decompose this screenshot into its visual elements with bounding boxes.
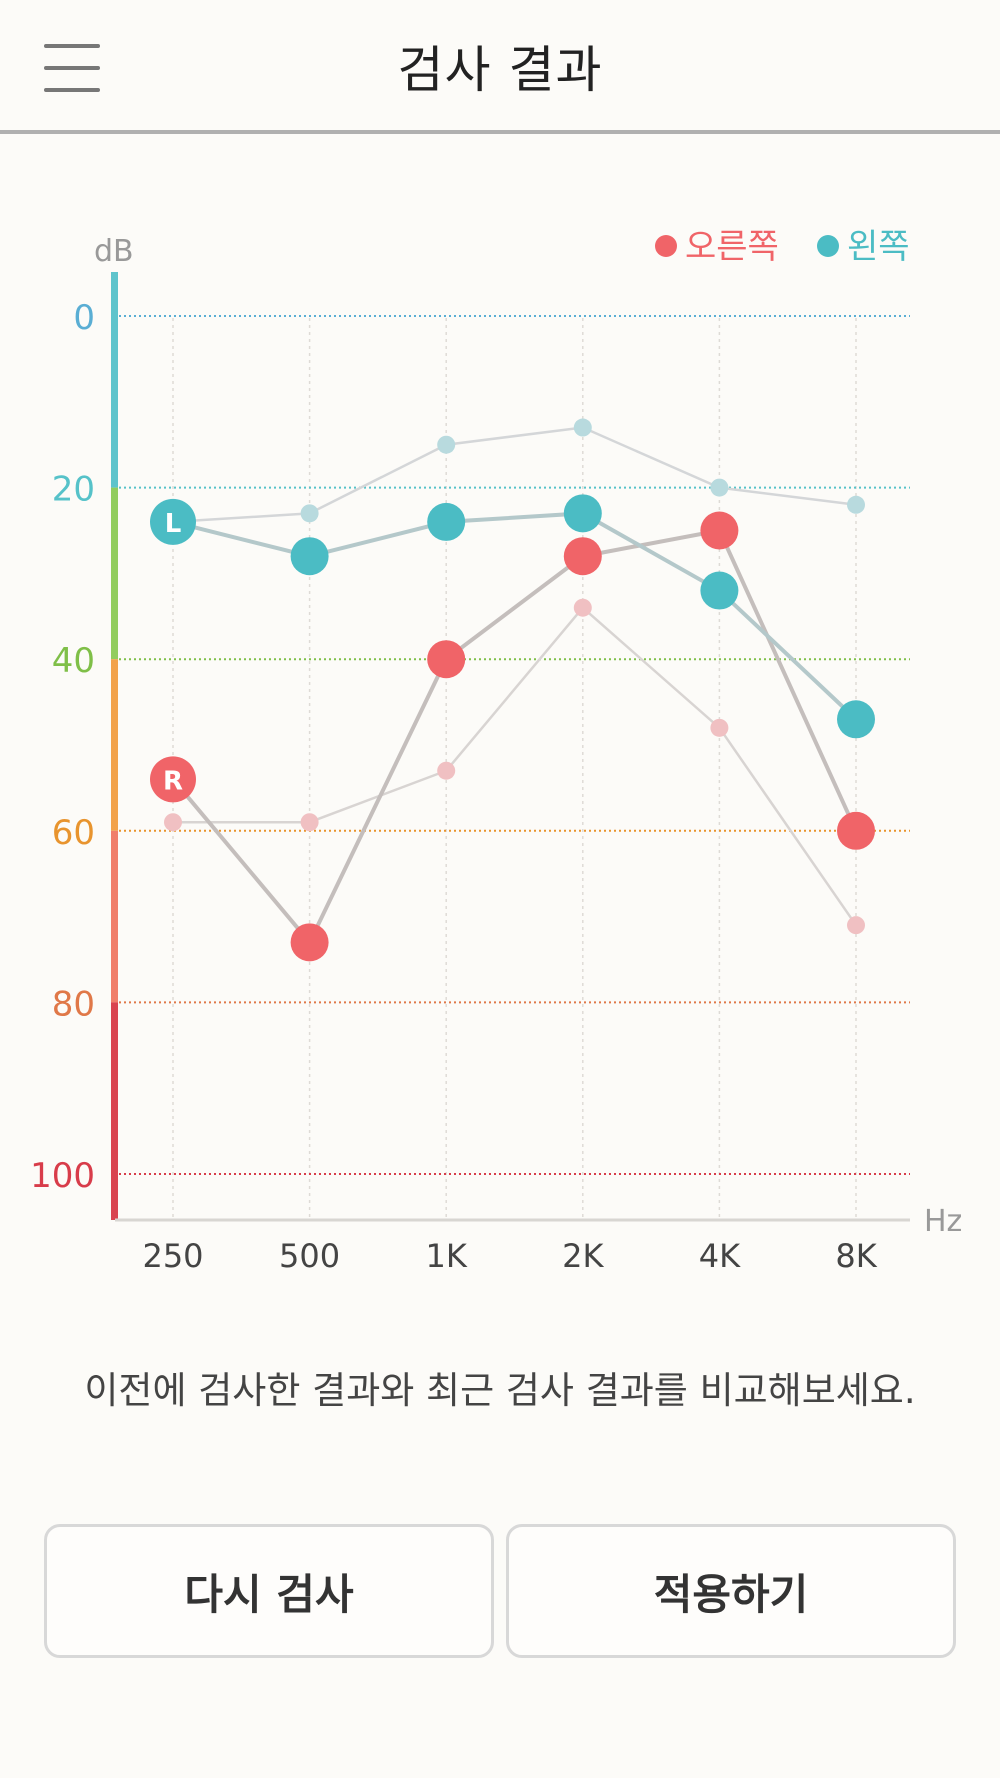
- comparison-caption: 이전에 검사한 결과와 최근 검사 결과를 비교해보세요.: [84, 1369, 916, 1412]
- y-tick-label: 100: [30, 1156, 95, 1196]
- x-tick-label: 2K: [562, 1237, 604, 1275]
- x-tick-label: 1K: [426, 1237, 468, 1275]
- data-point-left-recent: [837, 700, 875, 739]
- series-line-right-recent: [171, 528, 858, 946]
- app-header: 검사 결과: [0, 0, 1000, 134]
- data-point-right-previous: [847, 916, 865, 935]
- legend-marker: [655, 235, 677, 257]
- data-point-left-previous: [573, 418, 592, 437]
- y-tick-label: 0: [73, 298, 95, 338]
- data-point-right-previous: [164, 813, 182, 832]
- y-tick-label: 40: [52, 641, 95, 681]
- data-point-right-recent: [290, 923, 329, 962]
- x-tick-label: 4K: [699, 1237, 741, 1275]
- y-tick-label: 60: [52, 813, 95, 853]
- legend-label: 왼쪽: [847, 227, 910, 267]
- y-scale-bar-segment: [111, 272, 118, 488]
- y-tick-label: 20: [52, 470, 95, 510]
- y-scale-bar-segment: [111, 487, 118, 660]
- data-point-left-recent: [150, 498, 196, 545]
- marker-label-left: L: [165, 509, 182, 539]
- page-title: 검사 결과: [397, 41, 603, 99]
- x-axis-label: Hz: [924, 1204, 962, 1239]
- y-tick-label: 80: [52, 984, 95, 1024]
- data-point-left-previous: [300, 504, 319, 523]
- retest-button[interactable]: 다시 검사: [44, 1524, 494, 1658]
- series-line-left-recent: [172, 511, 858, 721]
- data-point-right-previous: [300, 813, 319, 832]
- data-point-right-recent: [150, 756, 196, 803]
- y-axis-label: dB: [94, 234, 134, 269]
- x-tick-label: 8K: [835, 1237, 877, 1275]
- x-tick-label: 250: [142, 1237, 203, 1275]
- data-point-left-recent: [700, 571, 739, 610]
- data-point-left-previous: [437, 435, 456, 454]
- marker-label-right: R: [163, 766, 183, 796]
- y-scale-bar-segment: [111, 1002, 118, 1220]
- data-point-left-recent: [290, 537, 329, 576]
- series-line-right-previous: [173, 605, 858, 926]
- y-scale-bar-segment: [111, 659, 118, 831]
- data-point-right-previous: [437, 761, 456, 780]
- y-scale-bar-segment: [111, 830, 118, 1003]
- data-point-left-recent: [563, 494, 602, 533]
- hamburger-menu-icon[interactable]: [44, 44, 100, 92]
- apply-button[interactable]: 적용하기: [506, 1524, 956, 1658]
- data-point-left-recent: [427, 502, 466, 541]
- data-point-left-previous: [847, 495, 865, 514]
- data-point-right-recent: [563, 537, 602, 576]
- data-point-right-recent: [700, 511, 739, 550]
- series-line-left-previous: [172, 426, 857, 524]
- audiogram-chart: 0 20 40 60 80 100 dB Hz 250 500 1K 2K 4K 8K 오른쪽 왼쪽 R L: [30, 227, 962, 1275]
- legend-marker: [817, 235, 839, 257]
- data-point-left-previous: [710, 478, 729, 497]
- data-point-right-recent: [837, 811, 875, 850]
- x-tick-label: 500: [279, 1237, 340, 1275]
- data-point-right-previous: [710, 718, 729, 737]
- data-point-right-recent: [427, 640, 466, 679]
- legend-label: 오른쪽: [685, 227, 779, 267]
- data-point-right-previous: [573, 598, 592, 617]
